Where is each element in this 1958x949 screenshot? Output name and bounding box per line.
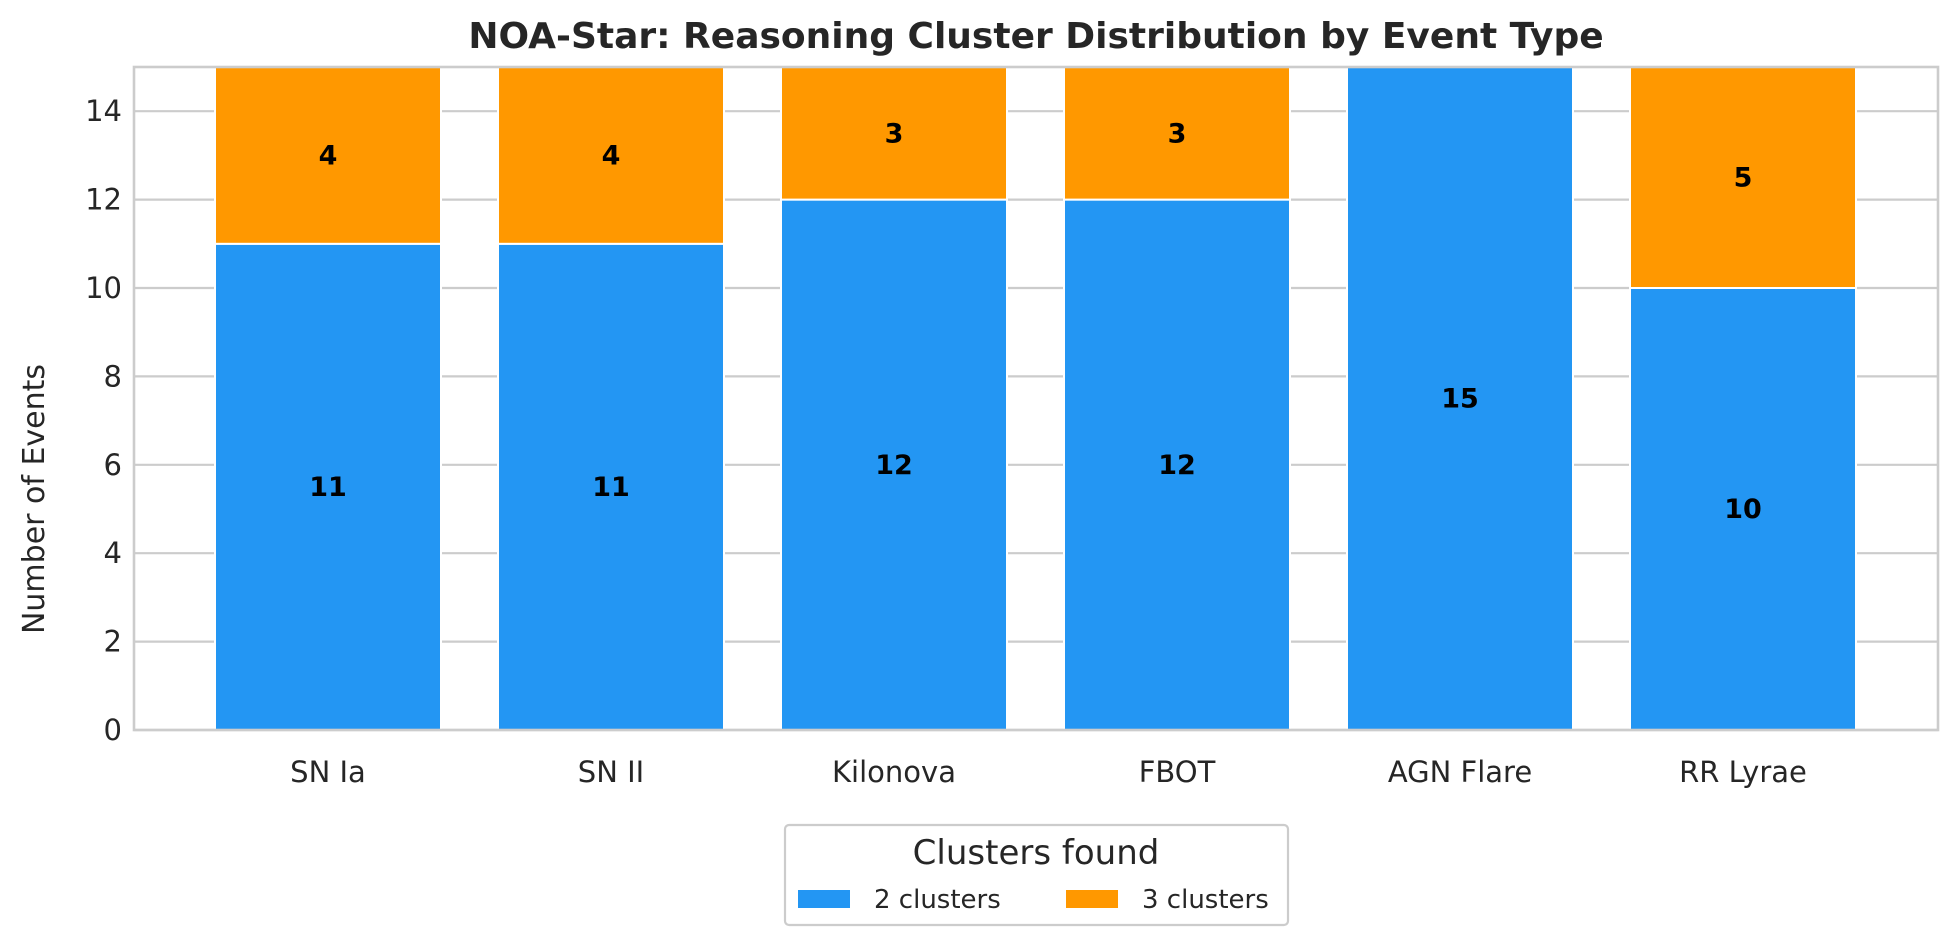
x-tick-label-kilonova: Kilonova	[832, 755, 956, 789]
y-tick-label-0: 0	[104, 713, 122, 747]
data-label-fbot-3-clusters: 3	[1168, 118, 1187, 149]
bar-rr-lyrae-2-clusters	[1629, 287, 1857, 731]
legend-swatch-3-clusters	[1066, 890, 1118, 908]
bar-fbot-3-clusters	[1063, 66, 1291, 201]
x-tick-label-sn-ia: SN Ia	[290, 755, 366, 789]
x-tick-label-agn-flare: AGN Flare	[1388, 755, 1532, 789]
y-tick-label-14: 14	[85, 94, 122, 128]
legend-swatch-2-clusters	[798, 890, 850, 908]
y-tick-label-12: 12	[85, 183, 122, 217]
x-axis-ticks: SN Ia SN II Kilonova FBOT AGN Flare RR Lyrae	[290, 755, 1807, 789]
bar-sn-ia-2-clusters	[214, 242, 442, 732]
bar-sn-ii-3-clusters	[497, 66, 725, 245]
y-axis-ticks: 0 2 4 6 8 10 12 14	[85, 94, 122, 747]
y-tick-label-2: 2	[104, 625, 122, 659]
bar-sn-ii-2-clusters	[497, 242, 725, 732]
legend: Clusters found 2 clusters 3 clusters	[783, 823, 1290, 927]
legend-label-2-clusters: 2 clusters	[874, 885, 1001, 915]
legend-items: 2 clusters 3 clusters	[798, 885, 1269, 915]
y-axis-label: Number of Events	[17, 364, 52, 634]
data-label-sn-ii-2-clusters: 11	[592, 472, 630, 503]
data-label-rr-lyrae-2-clusters: 10	[1724, 494, 1762, 525]
bar-data-labels: 11 4 11 4 12 3 12 3 15 10 5	[309, 118, 1762, 525]
bar-sn-ia-3-clusters	[214, 66, 442, 245]
y-tick-label-6: 6	[104, 448, 122, 482]
x-tick-label-rr-lyrae: RR Lyrae	[1679, 755, 1807, 789]
x-tick-label-sn-ii: SN II	[578, 755, 644, 789]
y-tick-label-8: 8	[104, 359, 122, 393]
data-label-kilonova-3-clusters: 3	[885, 118, 904, 149]
legend-title: Clusters found	[913, 833, 1160, 873]
data-label-sn-ii-3-clusters: 4	[602, 140, 621, 171]
bar-rr-lyrae-3-clusters	[1629, 66, 1857, 289]
data-label-fbot-2-clusters: 12	[1158, 450, 1196, 481]
chart-title: NOA-Star: Reasoning Cluster Distribution…	[468, 16, 1603, 57]
bars	[214, 66, 1857, 732]
x-tick-label-fbot: FBOT	[1139, 755, 1216, 789]
data-label-rr-lyrae-3-clusters: 5	[1734, 163, 1753, 194]
legend-label-3-clusters: 3 clusters	[1142, 885, 1269, 915]
data-label-sn-ia-3-clusters: 4	[319, 140, 338, 171]
plot-frame	[132, 65, 1940, 732]
data-label-sn-ia-2-clusters: 11	[309, 472, 347, 503]
y-tick-label-4: 4	[104, 536, 122, 570]
data-label-kilonova-2-clusters: 12	[875, 450, 913, 481]
y-tick-label-10: 10	[85, 271, 122, 305]
legend-frame	[783, 823, 1290, 927]
bar-kilonova-2-clusters	[780, 198, 1008, 732]
data-label-agn-flare-2-clusters: 15	[1441, 384, 1479, 415]
